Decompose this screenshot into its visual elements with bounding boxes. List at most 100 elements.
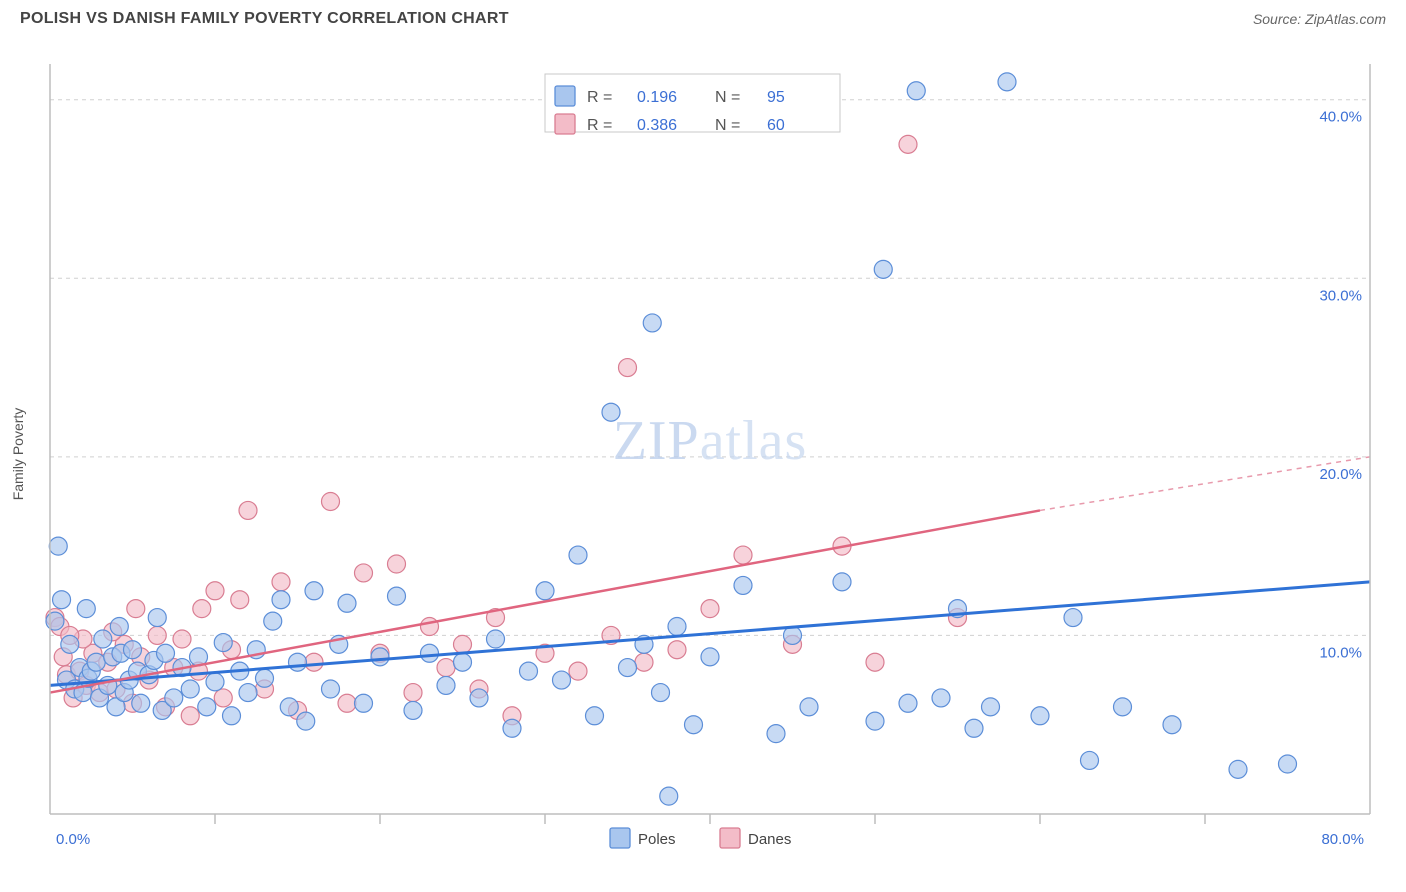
danes-point: [338, 694, 356, 712]
legend-N-value: 60: [767, 117, 785, 134]
danes-point: [239, 501, 257, 519]
source-label: Source:: [1253, 11, 1305, 27]
poles-point: [1114, 698, 1132, 716]
chart-container: Family Poverty ZIPatlas0.0%80.0%10.0%20.…: [0, 34, 1406, 874]
danes-point: [173, 630, 191, 648]
legend-R-label: R =: [587, 89, 612, 106]
poles-point: [1064, 609, 1082, 627]
poles-point: [569, 546, 587, 564]
danes-point: [635, 653, 653, 671]
poles-point: [553, 671, 571, 689]
y-tick-label: 30.0%: [1319, 287, 1362, 304]
legend-R-value: 0.196: [637, 89, 677, 106]
poles-point: [586, 707, 604, 725]
poles-point: [487, 630, 505, 648]
danes-point: [272, 573, 290, 591]
poles-point: [734, 576, 752, 594]
danes-point: [355, 564, 373, 582]
poles-point: [148, 609, 166, 627]
poles-point: [536, 582, 554, 600]
legend-swatch: [555, 86, 575, 106]
poles-point: [198, 698, 216, 716]
poles-point: [214, 634, 232, 652]
poles-point: [470, 689, 488, 707]
danes-point: [148, 626, 166, 644]
y-tick-label: 10.0%: [1319, 644, 1362, 661]
poles-point: [289, 653, 307, 671]
danes-point: [569, 662, 587, 680]
poles-point: [701, 648, 719, 666]
legend-R-value: 0.386: [637, 117, 677, 134]
poles-point: [1081, 751, 1099, 769]
poles-point: [181, 680, 199, 698]
danes-point: [899, 135, 917, 153]
poles-point: [280, 698, 298, 716]
chart-title: POLISH VS DANISH FAMILY POVERTY CORRELAT…: [20, 10, 509, 28]
poles-point: [685, 716, 703, 734]
poles-point: [49, 537, 67, 555]
poles-point: [437, 676, 455, 694]
legend-swatch: [555, 114, 575, 134]
poles-point: [907, 82, 925, 100]
poles-point: [355, 694, 373, 712]
danes-point: [193, 600, 211, 618]
poles-point: [998, 73, 1016, 91]
poles-point: [223, 707, 241, 725]
header-bar: POLISH VS DANISH FAMILY POVERTY CORRELAT…: [0, 0, 1406, 34]
bottom-legend-label: Danes: [748, 831, 791, 848]
source-attribution: Source: ZipAtlas.com: [1253, 11, 1386, 27]
poles-point: [866, 712, 884, 730]
poles-point: [297, 712, 315, 730]
danes-point: [231, 591, 249, 609]
poles-point: [1229, 760, 1247, 778]
poles-point: [652, 684, 670, 702]
poles-point: [1163, 716, 1181, 734]
poles-point: [264, 612, 282, 630]
y-axis-label: Family Poverty: [10, 408, 26, 501]
poles-point: [157, 644, 175, 662]
danes-point: [322, 493, 340, 511]
poles-point: [322, 680, 340, 698]
danes-point: [454, 635, 472, 653]
poles-point: [1279, 755, 1297, 773]
poles-point: [165, 689, 183, 707]
poles-point: [874, 260, 892, 278]
watermark: ZIPatlas: [613, 410, 808, 472]
poles-point: [982, 698, 1000, 716]
poles-point: [668, 618, 686, 636]
poles-point: [110, 618, 128, 636]
danes-point: [388, 555, 406, 573]
poles-point: [899, 694, 917, 712]
poles-point: [53, 591, 71, 609]
poles-point: [421, 644, 439, 662]
poles-point: [503, 719, 521, 737]
poles-point: [643, 314, 661, 332]
poles-point: [388, 587, 406, 605]
danes-point: [866, 653, 884, 671]
poles-point: [338, 594, 356, 612]
poles-point: [305, 582, 323, 600]
scatter-chart: ZIPatlas0.0%80.0%10.0%20.0%30.0%40.0%R =…: [0, 34, 1406, 874]
poles-point: [61, 635, 79, 653]
poles-point: [46, 612, 64, 630]
poles-point: [602, 403, 620, 421]
legend-R-label: R =: [587, 117, 612, 134]
legend-N-label: N =: [715, 89, 740, 106]
danes-point: [619, 359, 637, 377]
poles-point: [77, 600, 95, 618]
y-tick-label: 20.0%: [1319, 466, 1362, 483]
legend-N-value: 95: [767, 89, 785, 106]
poles-point: [87, 653, 105, 671]
poles-point: [660, 787, 678, 805]
danes-point: [437, 659, 455, 677]
poles-point: [454, 653, 472, 671]
bottom-legend-swatch: [610, 828, 630, 848]
danes-point: [668, 641, 686, 659]
bottom-legend-label: Poles: [638, 831, 676, 848]
poles-point: [124, 641, 142, 659]
x-tick-label: 0.0%: [56, 831, 90, 848]
poles-point: [239, 684, 257, 702]
danes-point: [421, 618, 439, 636]
poles-point: [932, 689, 950, 707]
poles-point: [1031, 707, 1049, 725]
